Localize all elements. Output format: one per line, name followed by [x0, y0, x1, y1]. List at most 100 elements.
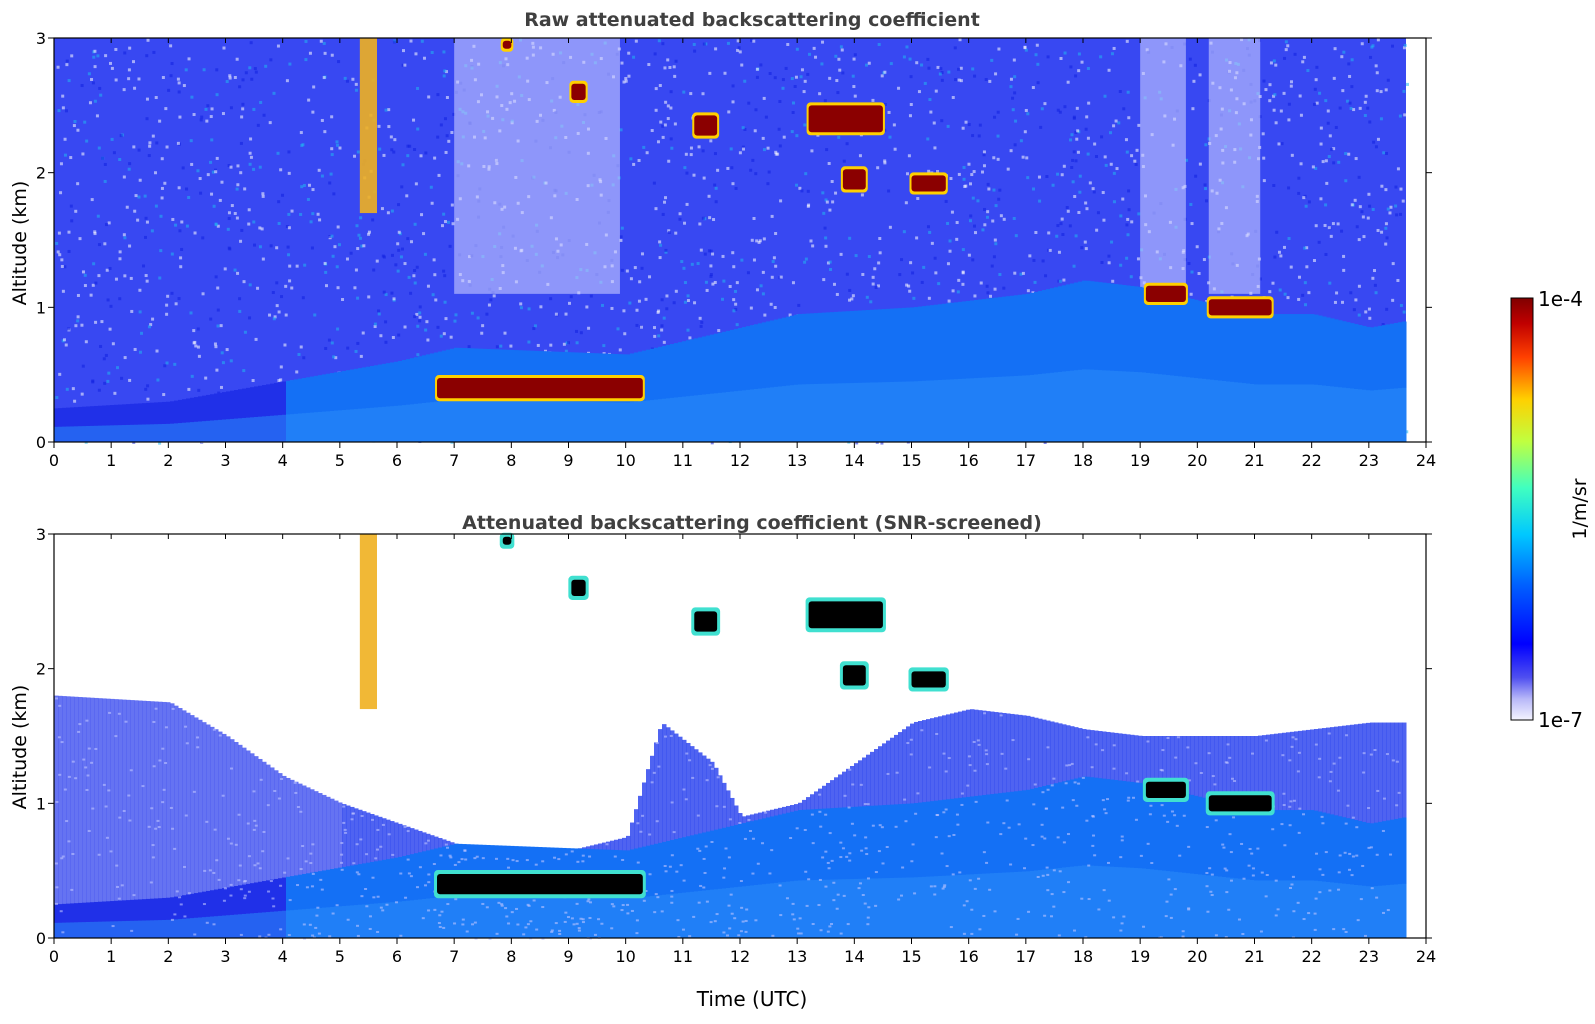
noise-speckle — [427, 95, 430, 98]
noise-speckle — [433, 258, 436, 261]
boundary-layer-column-core — [1338, 883, 1343, 938]
noise-speckle — [183, 915, 186, 917]
noise-speckle — [146, 98, 149, 101]
noise-speckle — [1034, 231, 1037, 234]
noise-speckle — [162, 76, 165, 79]
noise-speckle — [963, 178, 966, 181]
noise-speckle — [943, 886, 946, 888]
screened-signal-column — [58, 696, 63, 938]
noise-speckle — [549, 297, 552, 300]
noise-speckle — [1076, 129, 1079, 132]
boundary-layer-column-core — [894, 382, 899, 442]
noise-speckle — [875, 286, 878, 289]
noise-speckle — [66, 60, 69, 63]
boundary-layer-column-core — [350, 409, 355, 442]
noise-speckle — [1396, 279, 1399, 282]
noise-speckle — [747, 102, 750, 105]
noise-speckle — [1373, 269, 1376, 272]
noise-speckle — [670, 137, 673, 140]
boundary-layer-column-core — [982, 378, 987, 442]
noise-speckle — [432, 293, 435, 296]
noise-speckle — [751, 239, 754, 242]
noise-speckle — [240, 229, 243, 232]
noise-speckle — [614, 856, 617, 858]
noise-speckle — [378, 125, 381, 128]
noise-speckle — [1073, 150, 1076, 153]
noise-speckle — [261, 850, 264, 852]
x-tick-label: 21 — [1244, 451, 1264, 470]
noise-speckle — [698, 902, 701, 904]
noise-speckle — [1127, 800, 1130, 802]
noise-speckle — [1281, 142, 1284, 145]
noise-speckle — [1325, 159, 1328, 162]
boundary-layer-column-core — [1322, 882, 1327, 938]
noise-speckle — [145, 217, 148, 220]
noise-speckle — [1297, 902, 1300, 904]
noise-speckle — [197, 389, 200, 392]
noise-speckle — [1066, 206, 1069, 209]
noise-speckle — [780, 276, 783, 279]
boundary-layer-column-core — [174, 423, 179, 442]
boundary-layer-column-core — [1386, 885, 1391, 938]
noise-speckle — [1108, 69, 1111, 72]
noise-speckle — [991, 220, 994, 223]
noise-speckle — [158, 277, 161, 280]
boundary-layer-column-core — [1242, 383, 1247, 442]
noise-speckle — [792, 111, 795, 114]
noise-speckle — [147, 39, 150, 42]
noise-speckle — [291, 210, 294, 213]
noise-speckle — [240, 888, 243, 890]
noise-speckle — [183, 84, 186, 87]
noise-speckle — [1388, 211, 1391, 214]
noise-speckle — [1281, 754, 1284, 756]
noise-speckle — [1348, 853, 1351, 855]
noise-speckle — [1389, 854, 1392, 856]
boundary-layer-column-core — [642, 897, 647, 938]
noise-speckle — [384, 341, 387, 344]
noise-speckle — [622, 309, 625, 312]
noise-speckle — [394, 263, 397, 266]
boundary-layer-column-core — [114, 921, 119, 938]
noise-speckle — [1013, 91, 1016, 94]
boundary-layer-column-core — [1126, 868, 1131, 938]
noise-speckle — [752, 838, 755, 840]
noise-speckle — [623, 332, 626, 335]
noise-speckle — [933, 122, 936, 125]
noise-speckle — [1403, 311, 1406, 314]
noise-speckle — [883, 71, 886, 74]
noise-speckle — [1093, 143, 1096, 146]
noise-speckle — [92, 56, 95, 59]
noise-speckle — [240, 934, 243, 936]
noise-speckle — [285, 314, 288, 317]
noise-speckle — [133, 210, 136, 213]
noise-speckle — [558, 933, 561, 935]
noise-speckle — [940, 119, 943, 122]
noise-speckle — [867, 803, 870, 805]
boundary-layer-column-core — [586, 402, 591, 442]
x-tick-label: 10 — [615, 451, 635, 470]
noise-speckle — [1315, 78, 1318, 81]
boundary-layer-column-core — [434, 898, 439, 938]
boundary-layer-column-core — [298, 910, 303, 938]
noise-speckle — [1104, 155, 1107, 158]
noise-speckle — [174, 224, 177, 227]
noise-speckle — [74, 324, 77, 327]
boundary-layer-column-core — [1382, 885, 1387, 938]
noise-speckle — [240, 142, 243, 145]
noise-speckle — [985, 862, 988, 864]
noise-speckle — [631, 910, 634, 912]
noise-speckle — [653, 772, 656, 774]
noise-speckle — [1248, 865, 1251, 867]
noise-speckle — [1089, 181, 1092, 184]
noise-speckle — [1112, 916, 1115, 918]
noise-speckle — [1087, 102, 1090, 105]
y-tick-label: 0 — [36, 433, 46, 452]
noise-speckle — [935, 733, 938, 735]
noise-speckle — [533, 899, 536, 901]
noise-speckle — [878, 850, 881, 852]
boundary-layer-column-core — [274, 911, 279, 938]
noise-speckle — [1383, 798, 1386, 800]
noise-speckle — [311, 111, 314, 114]
noise-speckle — [763, 237, 766, 240]
noise-speckle — [1013, 59, 1016, 62]
